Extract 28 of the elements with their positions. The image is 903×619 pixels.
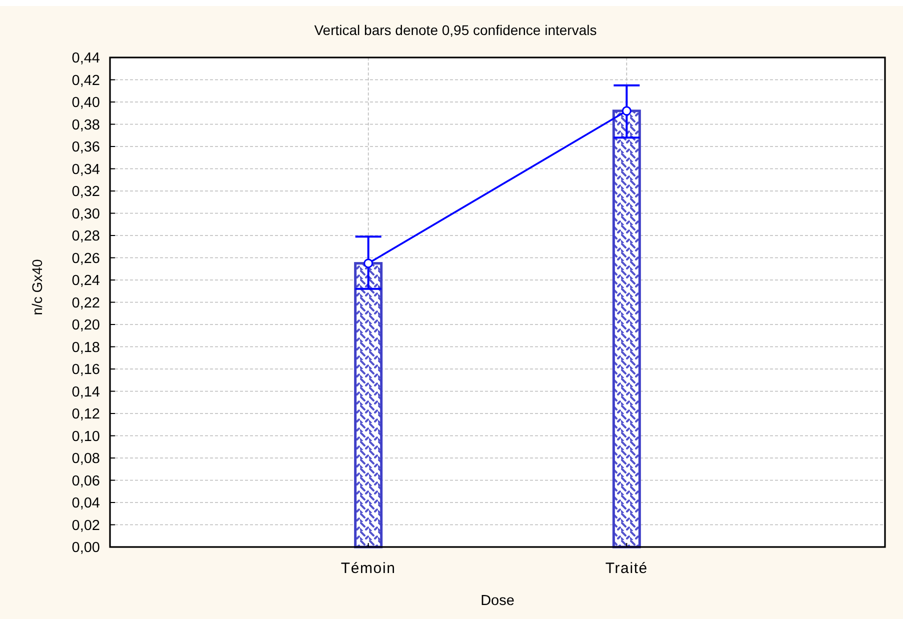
y-tick-label: 0,00 — [72, 540, 100, 556]
y-tick-label: 0,02 — [72, 518, 100, 534]
y-tick-label: 0,20 — [72, 318, 100, 334]
y-tick-label: 0,30 — [72, 206, 100, 222]
y-tick-label: 0,42 — [72, 72, 100, 89]
y-tick-label: 0,06 — [72, 473, 100, 490]
x-axis-title: Dose — [480, 593, 514, 609]
y-tick-label: 0,04 — [72, 496, 100, 512]
y-tick-label: 0,40 — [72, 95, 100, 112]
y-tick-label: 0,26 — [72, 250, 100, 267]
y-tick-label: 0,14 — [72, 384, 100, 400]
x-tick-label: Témoin — [340, 560, 396, 577]
y-tick-label: 0,32 — [72, 184, 100, 200]
y-axis-title: n/c Gx40 — [29, 259, 45, 316]
y-tick-label: 0,08 — [72, 451, 100, 468]
y-tick-label: 0,28 — [72, 228, 100, 245]
y-tick-label: 0,16 — [72, 362, 100, 378]
y-tick-label: 0,34 — [72, 162, 100, 178]
y-tick-label: 0,18 — [72, 340, 100, 356]
y-tick-label: 0,36 — [72, 140, 100, 156]
y-tick-label: 0,44 — [72, 50, 100, 67]
y-tick-label: 0,24 — [72, 273, 100, 290]
chart-title: Vertical bars denote 0,95 confidence intervals — [314, 22, 597, 38]
y-tick-label: 0,12 — [72, 406, 100, 423]
y-tick-label: 0,10 — [72, 428, 100, 445]
y-tick-label: 0,38 — [72, 117, 100, 134]
y-tick-label: 0,22 — [72, 295, 100, 312]
x-tick-label: Traité — [605, 560, 648, 577]
